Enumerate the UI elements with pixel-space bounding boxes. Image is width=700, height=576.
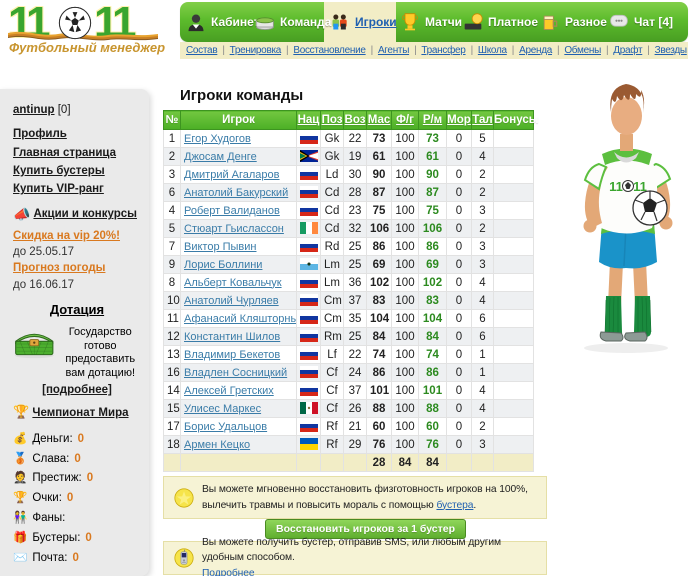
svg-text:11: 11	[609, 179, 623, 194]
